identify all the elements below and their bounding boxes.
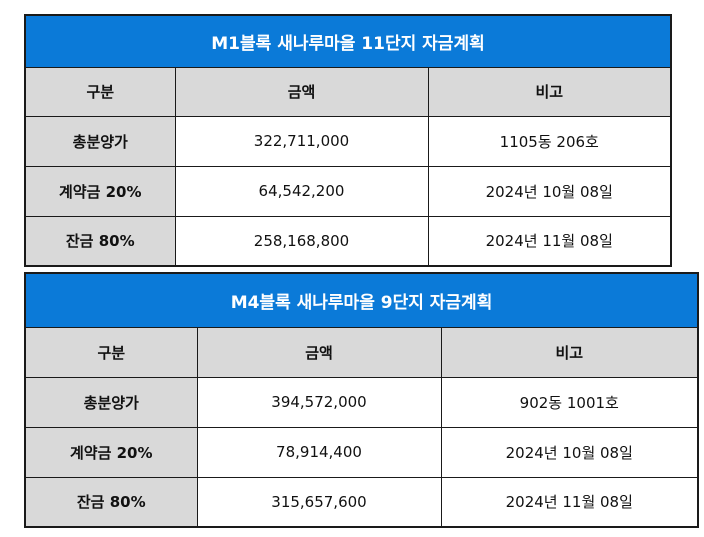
- amount-cell: 64,542,200: [174, 165, 429, 217]
- table-title: M1블록 새나루마을 11단지 자금계획: [24, 14, 672, 68]
- row-label: 잔금 80%: [24, 476, 198, 528]
- amount-cell: 322,711,000: [174, 115, 429, 167]
- note-cell: 2024년 11월 08일: [440, 476, 699, 528]
- column-header-note: 비고: [440, 326, 699, 378]
- funding-plan-table-m4: M4블록 새나루마을 9단지 자금계획 구분 금액 비고 총분양가 394,57…: [24, 272, 700, 528]
- amount-cell: 315,657,600: [196, 476, 442, 528]
- note-cell: 2024년 10월 08일: [427, 165, 672, 217]
- column-header-note: 비고: [427, 66, 672, 117]
- row-label: 계약금 20%: [24, 426, 198, 478]
- table-title: M4블록 새나루마을 9단지 자금계획: [24, 272, 699, 328]
- table-row: 계약금 20% 78,914,400 2024년 10월 08일: [24, 426, 699, 478]
- row-label: 총분양가: [24, 115, 176, 167]
- amount-cell: 394,572,000: [196, 376, 442, 428]
- table-row: 잔금 80% 258,168,800 2024년 11월 08일: [24, 215, 672, 267]
- table-row: 총분양가 394,572,000 902동 1001호: [24, 376, 699, 428]
- funding-plan-table-m1: M1블록 새나루마을 11단지 자금계획 구분 금액 비고 총분양가 322,7…: [24, 14, 672, 267]
- row-label: 총분양가: [24, 376, 198, 428]
- row-label: 계약금 20%: [24, 165, 176, 217]
- note-cell: 2024년 11월 08일: [427, 215, 672, 267]
- row-label: 잔금 80%: [24, 215, 176, 267]
- column-header-amount: 금액: [196, 326, 442, 378]
- note-cell: 902동 1001호: [440, 376, 699, 428]
- amount-cell: 78,914,400: [196, 426, 442, 478]
- column-header-amount: 금액: [174, 66, 429, 117]
- note-cell: 2024년 10월 08일: [440, 426, 699, 478]
- amount-cell: 258,168,800: [174, 215, 429, 267]
- table-row: 잔금 80% 315,657,600 2024년 11월 08일: [24, 476, 699, 528]
- column-header-category: 구분: [24, 66, 176, 117]
- column-header-category: 구분: [24, 326, 198, 378]
- table-row: 총분양가 322,711,000 1105동 206호: [24, 115, 672, 167]
- note-cell: 1105동 206호: [427, 115, 672, 167]
- table-row: 계약금 20% 64,542,200 2024년 10월 08일: [24, 165, 672, 217]
